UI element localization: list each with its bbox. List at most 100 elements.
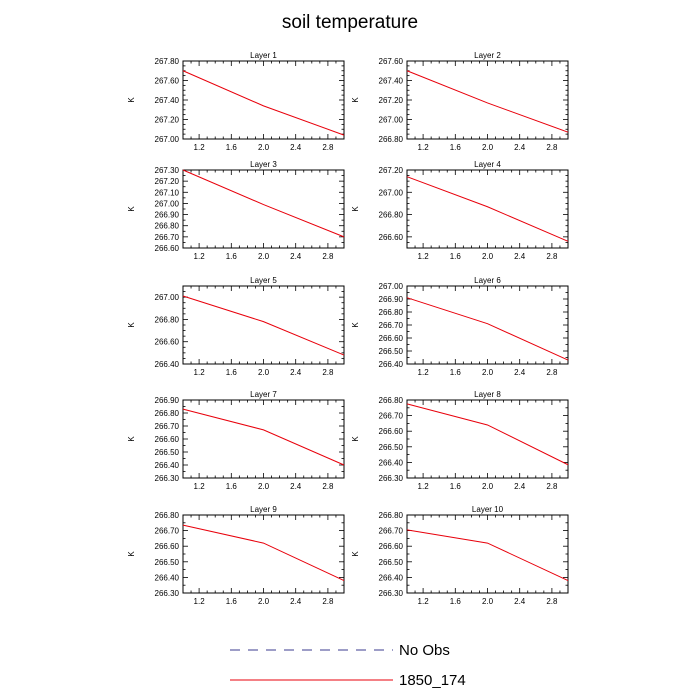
- y-tick-label: 266.90: [155, 211, 180, 220]
- x-tick-label: 2.8: [322, 143, 334, 152]
- x-tick-label: 1.2: [418, 482, 430, 491]
- x-tick-label: 2.0: [482, 368, 494, 377]
- x-tick-label: 1.2: [418, 597, 430, 606]
- y-tick-label: 266.80: [155, 222, 180, 231]
- y-tick-label: 267.20: [155, 116, 180, 125]
- x-tick-label: 2.0: [482, 252, 494, 261]
- plot-frame: [183, 400, 344, 478]
- plot-frame: [407, 61, 568, 139]
- x-tick-label: 2.0: [258, 597, 270, 606]
- y-tick-label: 266.70: [379, 527, 404, 536]
- y-tick-label: 267.10: [155, 188, 180, 197]
- plot-frame: [183, 170, 344, 248]
- y-tick-label: 266.60: [379, 427, 404, 436]
- y-tick-label: 266.70: [155, 527, 180, 536]
- y-tick-label: 267.00: [155, 199, 180, 208]
- y-tick-label: 266.40: [379, 458, 404, 467]
- x-tick-label: 1.2: [418, 252, 430, 261]
- x-tick-label: 1.6: [450, 143, 462, 152]
- panel-title: Layer 3: [250, 160, 277, 169]
- y-tick-label: 267.40: [379, 77, 404, 86]
- x-tick-label: 2.4: [290, 252, 302, 261]
- y-tick-label: 267.00: [379, 116, 404, 125]
- x-tick-label: 1.6: [226, 252, 238, 261]
- x-tick-label: 2.0: [258, 252, 270, 261]
- x-tick-label: 2.4: [290, 143, 302, 152]
- x-tick-label: 2.0: [482, 143, 494, 152]
- series-line-1850-174: [183, 170, 344, 237]
- panel-layer-5: Layer 5 1.2 1.6 2.0 2.4 2.8 266.40 266.60 266.80…: [127, 276, 344, 377]
- y-tick-label: 267.30: [155, 166, 180, 175]
- x-tick-label: 1.6: [226, 597, 238, 606]
- plot-frame: [407, 515, 568, 593]
- x-tick-label: 2.8: [546, 597, 558, 606]
- series-line-1850-174: [183, 409, 344, 465]
- chart-title: soil temperature: [282, 12, 418, 33]
- y-tick-label: 266.70: [155, 233, 180, 242]
- y-axis-label: K: [127, 97, 136, 103]
- panel-title: Layer 6: [474, 276, 501, 285]
- panel-title: Layer 1: [250, 51, 277, 60]
- y-tick-label: 266.80: [379, 135, 404, 144]
- panel-title: Layer 2: [474, 51, 501, 60]
- y-tick-label: 266.50: [155, 448, 180, 457]
- x-tick-label: 2.0: [258, 368, 270, 377]
- x-tick-label: 2.8: [322, 368, 334, 377]
- panel-layer-2: Layer 2 1.2 1.6 2.0 2.4 2.8 266.80 267.00 267.20…: [351, 51, 568, 152]
- y-axis-label: K: [351, 551, 360, 557]
- panel-title: Layer 10: [472, 505, 504, 514]
- legend-label: No Obs: [399, 642, 450, 659]
- legend-label: 1850_174: [399, 672, 466, 689]
- y-tick-label: 266.70: [155, 422, 180, 431]
- y-tick-label: 266.50: [379, 558, 404, 567]
- x-tick-label: 2.4: [290, 482, 302, 491]
- series-line-1850-174: [407, 404, 568, 465]
- y-tick-label: 266.30: [379, 589, 404, 598]
- y-tick-label: 266.40: [155, 573, 180, 582]
- x-tick-label: 2.8: [322, 597, 334, 606]
- x-tick-label: 2.4: [514, 252, 526, 261]
- y-tick-label: 266.80: [155, 315, 180, 324]
- x-tick-label: 2.4: [514, 143, 526, 152]
- x-tick-label: 2.8: [322, 252, 334, 261]
- y-axis-label: K: [351, 436, 360, 442]
- plot-frame: [183, 286, 344, 364]
- y-axis-label: K: [127, 436, 136, 442]
- panel-layer-4: Layer 4 1.2 1.6 2.0 2.4 2.8 266.60 266.80 267.00…: [351, 160, 568, 261]
- legend: No Obs 1850_174: [230, 642, 466, 689]
- x-tick-label: 1.6: [450, 252, 462, 261]
- plot-frame: [407, 400, 568, 478]
- x-tick-label: 1.6: [450, 368, 462, 377]
- panel-layer-3: Layer 3 1.2 1.6 2.0 2.4 2.8 266.60 266.70 266.80…: [127, 160, 344, 261]
- y-tick-label: 266.70: [379, 412, 404, 421]
- x-tick-label: 2.4: [290, 597, 302, 606]
- series-line-1850-174: [407, 71, 568, 132]
- panel-title: Layer 5: [250, 276, 277, 285]
- x-tick-label: 1.2: [194, 482, 206, 491]
- x-tick-label: 2.4: [514, 597, 526, 606]
- series-line-1850-174: [183, 71, 344, 135]
- y-axis-label: K: [351, 97, 360, 103]
- series-line-1850-174: [407, 530, 568, 581]
- x-tick-label: 2.0: [258, 482, 270, 491]
- y-tick-label: 267.20: [379, 166, 404, 175]
- y-tick-label: 267.60: [379, 57, 404, 66]
- y-tick-label: 266.80: [155, 409, 180, 418]
- y-tick-label: 266.40: [379, 573, 404, 582]
- x-tick-label: 2.0: [258, 143, 270, 152]
- y-tick-label: 266.40: [379, 360, 404, 369]
- y-tick-label: 266.60: [155, 244, 180, 253]
- y-tick-label: 266.60: [155, 542, 180, 551]
- y-tick-label: 267.00: [379, 188, 404, 197]
- x-tick-label: 2.8: [546, 252, 558, 261]
- y-axis-label: K: [127, 206, 136, 212]
- series-line-1850-174: [183, 525, 344, 580]
- y-tick-label: 267.60: [155, 77, 180, 86]
- x-tick-label: 2.8: [546, 143, 558, 152]
- y-axis-label: K: [351, 206, 360, 212]
- plot-frame: [407, 170, 568, 248]
- panels-group: Layer 1 1.2 1.6 2.0 2.4 2.8 267.00 267.20 267.40…: [127, 51, 568, 606]
- y-tick-label: 266.80: [379, 211, 404, 220]
